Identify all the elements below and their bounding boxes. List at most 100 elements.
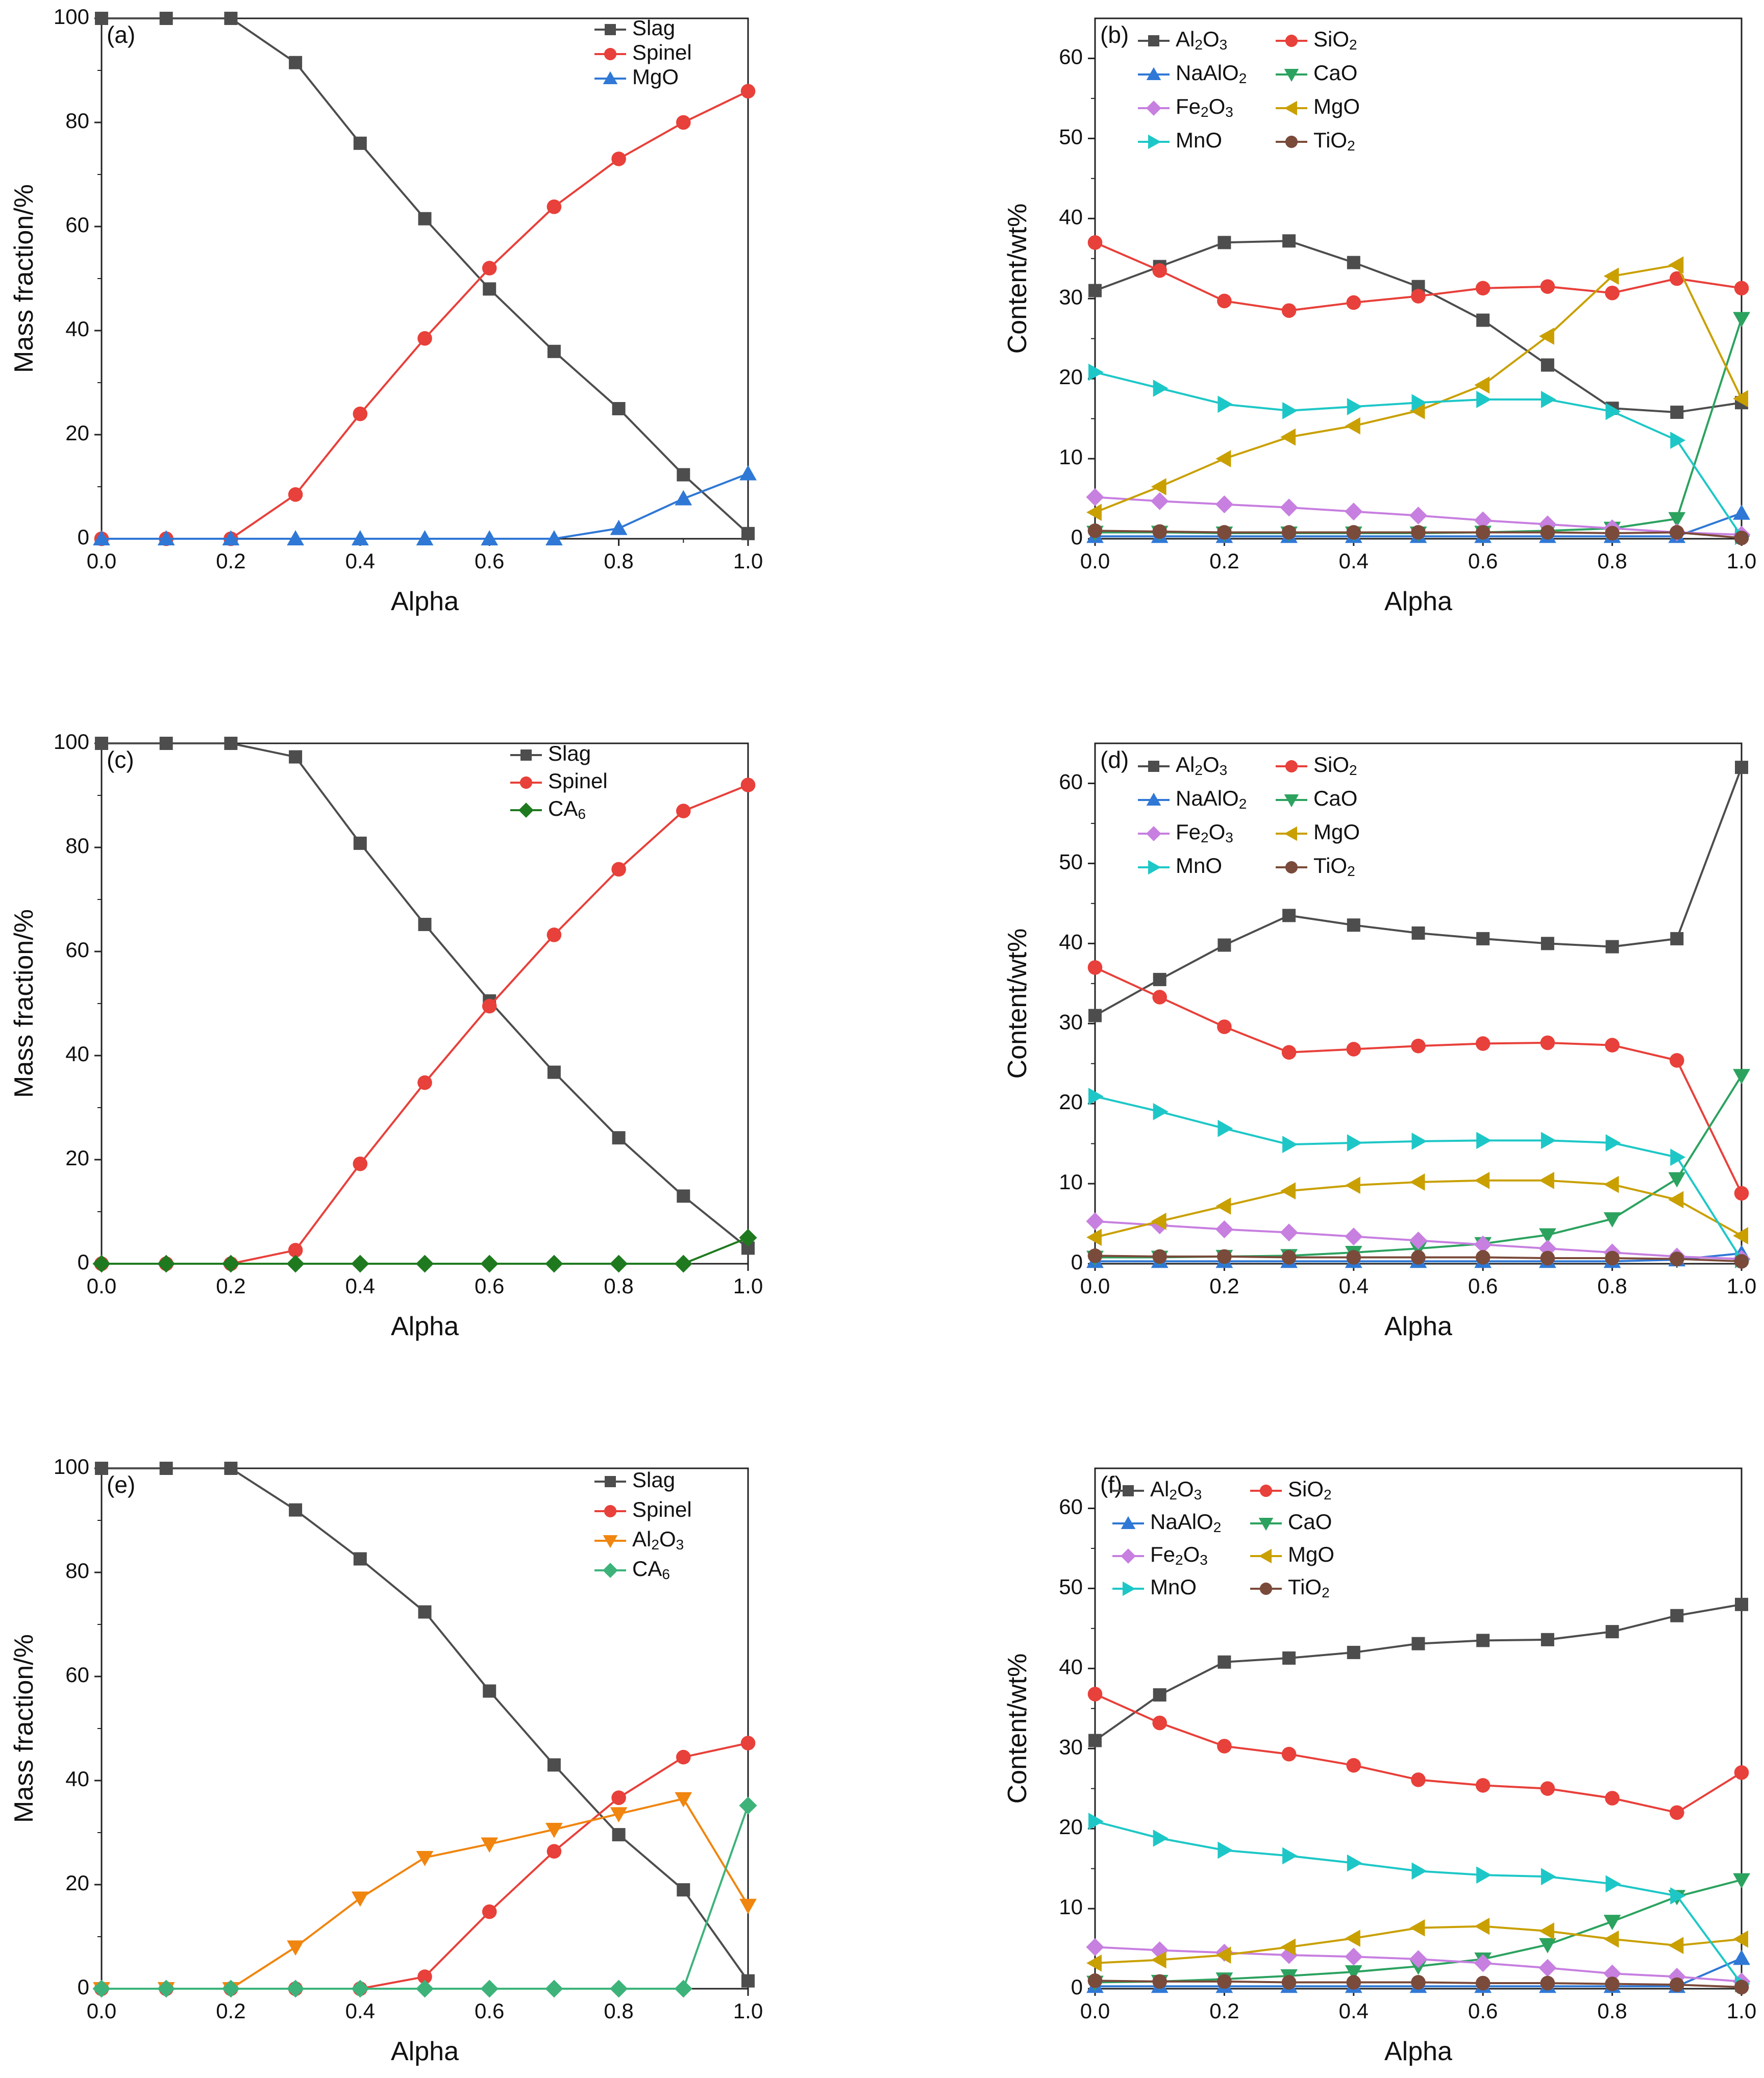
data-point — [1734, 281, 1749, 296]
data-point — [1086, 504, 1102, 521]
x-tick-label: 1.0 — [733, 1274, 763, 1298]
data-point — [1347, 918, 1360, 932]
data-point — [1088, 284, 1102, 297]
data-point — [1670, 1977, 1684, 1992]
y-tick-label: 30 — [1059, 285, 1083, 309]
y-axis-label: Mass fraction/% — [9, 1634, 39, 1823]
data-point — [1603, 1930, 1619, 1948]
data-point — [92, 1255, 111, 1273]
data-point — [1474, 1171, 1490, 1189]
data-point — [418, 1605, 432, 1619]
legend-label: Al2O3 — [1150, 1477, 1202, 1503]
data-point — [612, 1828, 626, 1842]
data-point — [1282, 234, 1296, 248]
data-point — [1476, 932, 1490, 945]
data-point — [740, 1736, 756, 1750]
data-point — [1735, 1597, 1748, 1611]
data-point — [1217, 525, 1232, 540]
legend-marker — [603, 1535, 618, 1548]
legend-marker — [605, 1476, 616, 1487]
data-point — [1215, 1946, 1231, 1964]
data-point — [1345, 1930, 1360, 1947]
data-point — [1605, 525, 1620, 541]
data-point — [1475, 1975, 1490, 1991]
y-tick-label: 0 — [1071, 1250, 1083, 1274]
x-tick-label: 0.8 — [604, 1999, 633, 2023]
data-point — [1668, 1967, 1686, 1986]
data-point — [1411, 1038, 1426, 1054]
y-tick-label: 50 — [1059, 124, 1083, 148]
legend: Al2O3 SiO2 NaAlO2 CaO Fe2O3 MgO MnO TiO2 — [1138, 27, 1360, 154]
data-point — [1086, 488, 1104, 506]
data-point — [1281, 1045, 1297, 1060]
legend-marker — [1258, 1518, 1274, 1531]
data-point — [92, 1980, 111, 1998]
data-point — [1409, 506, 1428, 525]
x-tick-label: 0.8 — [604, 549, 633, 573]
series-line — [1095, 1693, 1743, 1814]
x-axis-label: Alpha — [391, 587, 459, 616]
data-point — [1280, 1182, 1296, 1200]
data-point — [1152, 990, 1167, 1005]
data-point — [1347, 256, 1360, 269]
chart-panel-d: 0.0 0.2 0.4 0.6 0.8 1.0 0 10 20 30 40 50 60 Alpha Cont… — [1003, 742, 1756, 1341]
data-point — [1218, 938, 1231, 952]
data-point — [611, 152, 626, 166]
x-tick-label: 0.0 — [1080, 1274, 1110, 1298]
legend-label: MnO — [1176, 854, 1222, 878]
legend-label: TiO2 — [1288, 1575, 1330, 1600]
data-point — [1670, 432, 1686, 449]
data-point — [1411, 1975, 1426, 1990]
data-point — [1280, 1223, 1298, 1242]
data-point — [482, 1904, 497, 1919]
legend-label: TiO2 — [1313, 128, 1355, 154]
series-line — [102, 1797, 749, 1990]
data-point — [289, 750, 303, 764]
data-point — [1345, 1228, 1363, 1246]
series-line — [102, 17, 749, 535]
data-point — [1603, 1964, 1622, 1983]
data-point — [1605, 1976, 1620, 1991]
data-point — [1538, 1959, 1557, 1977]
y-tick-label: 10 — [1059, 1895, 1083, 1919]
y-axis-label: Content/wt% — [1003, 1654, 1032, 1804]
data-point — [1217, 1249, 1232, 1264]
series-spinel — [94, 778, 756, 1271]
data-point — [353, 136, 367, 150]
legend-label: CaO — [1313, 61, 1357, 85]
data-point — [676, 115, 691, 130]
data-point — [676, 1749, 691, 1765]
series-slag — [95, 12, 755, 540]
x-tick-label: 0.2 — [216, 1999, 245, 2023]
panel-label: (d) — [1100, 746, 1129, 773]
y-tick-label: 20 — [1059, 365, 1083, 389]
data-point — [1152, 524, 1167, 539]
data-point — [1281, 303, 1297, 318]
data-point — [1281, 1975, 1297, 1990]
series-line — [102, 472, 749, 540]
legend: Slag Spinel CA6 — [510, 741, 608, 822]
x-tick-label: 1.0 — [1727, 1274, 1756, 1298]
data-point — [739, 465, 757, 481]
plot-frame — [101, 742, 749, 1265]
data-point — [1347, 1854, 1362, 1872]
data-point — [415, 1255, 434, 1273]
data-point — [1346, 1758, 1361, 1773]
data-point — [480, 1980, 499, 1998]
x-axis-label: Alpha — [391, 1312, 459, 1341]
data-point — [1218, 395, 1233, 413]
data-point — [1153, 380, 1169, 397]
series-tio2 — [1087, 1248, 1749, 1269]
data-point — [1215, 1220, 1233, 1239]
series-mno — [1088, 363, 1750, 545]
panel-label: (b) — [1100, 21, 1129, 48]
legend-label: SiO2 — [1288, 1477, 1332, 1503]
data-point — [417, 1969, 432, 1984]
y-tick-label: 40 — [1059, 1655, 1083, 1679]
data-point — [1603, 267, 1619, 285]
data-point — [1411, 525, 1426, 540]
data-point — [1541, 358, 1554, 372]
data-point — [677, 1189, 690, 1203]
x-tick-label: 0.2 — [216, 1274, 245, 1298]
